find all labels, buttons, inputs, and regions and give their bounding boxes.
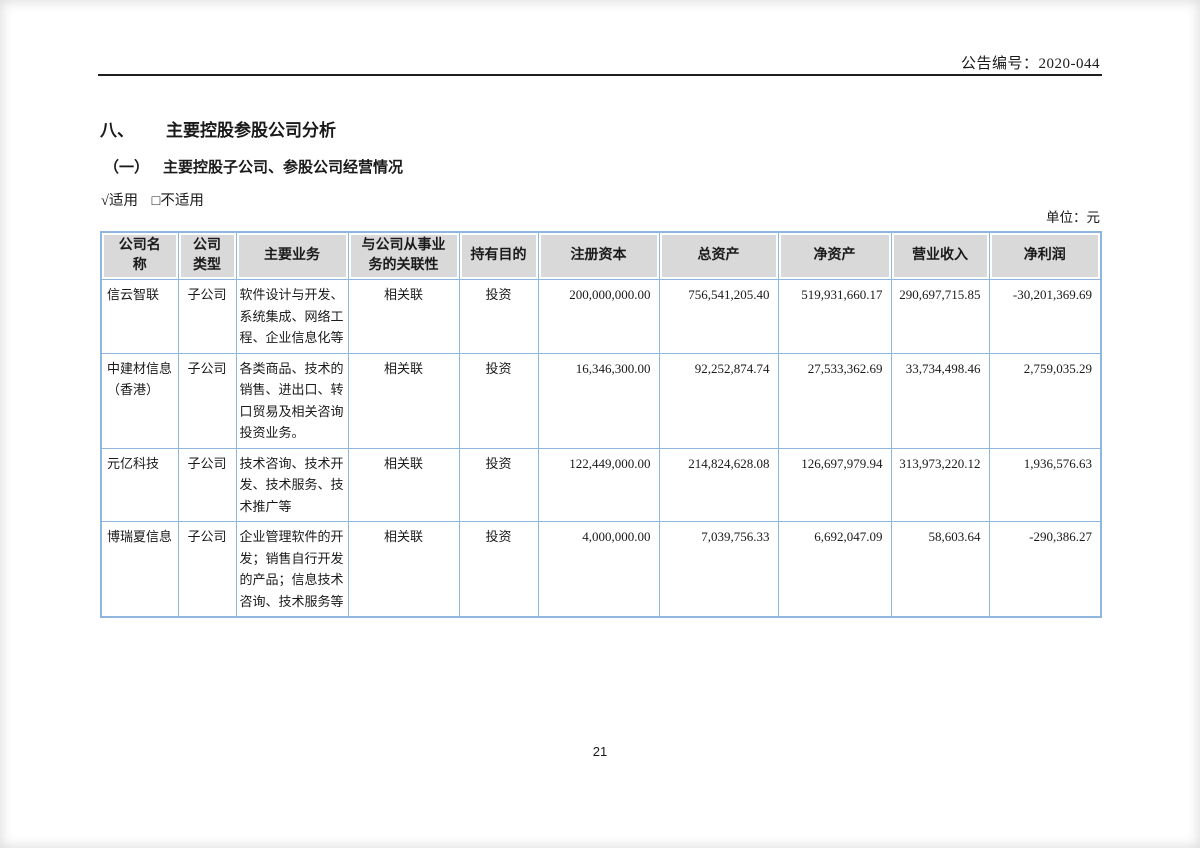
cell-main-business: 各类商品、技术的销售、进出口、转口贸易及相关咨询投资业务。 bbox=[235, 352, 349, 449]
cell-relation: 相关联 bbox=[347, 279, 460, 354]
cell-main-business: 软件设计与开发、系统集成、网络工程、企业信息化等 bbox=[235, 279, 349, 354]
cell-main-business: 企业管理软件的开发；销售自行开发的产品；信息技术咨询、技术服务等 bbox=[235, 521, 349, 618]
col-header-holding-purpose: 持有目的 bbox=[458, 231, 539, 280]
cell-holding-purpose: 投资 bbox=[458, 447, 539, 522]
cell-relation: 相关联 bbox=[347, 521, 460, 618]
not-applicable-option: □不适用 bbox=[151, 193, 204, 209]
announcement-number: 公告编号：2020-044 bbox=[961, 56, 1100, 72]
section-title: 主要控股参股公司分析 bbox=[166, 121, 336, 140]
cell-net-assets: 126,697,979.94 bbox=[777, 447, 892, 522]
cell-net-profit: -290,386.27 bbox=[988, 521, 1102, 618]
cell-total-assets: 214,824,628.08 bbox=[658, 447, 779, 522]
cell-net-assets: 519,931,660.17 bbox=[777, 279, 892, 354]
col-header-relation: 与公司从事业务的关联性 bbox=[347, 231, 460, 280]
col-header-company-type: 公司类型 bbox=[177, 231, 237, 280]
section-number: 八、 bbox=[100, 121, 134, 140]
header-rule bbox=[98, 74, 1102, 76]
table-row: 博瑞夏信息 子公司 企业管理软件的开发；销售自行开发的产品；信息技术咨询、技术服… bbox=[100, 521, 1102, 618]
table-row: 信云智联 子公司 软件设计与开发、系统集成、网络工程、企业信息化等 相关联 投资… bbox=[100, 279, 1102, 354]
cell-revenue: 58,603.64 bbox=[890, 521, 990, 618]
cell-company-type: 子公司 bbox=[177, 447, 237, 522]
cell-main-business: 技术咨询、技术开发、技术服务、技术推广等 bbox=[235, 447, 349, 522]
cell-company-type: 子公司 bbox=[177, 521, 237, 618]
cell-net-profit: 1,936,576.63 bbox=[988, 447, 1102, 522]
cell-net-assets: 6,692,047.09 bbox=[777, 521, 892, 618]
cell-company-type: 子公司 bbox=[177, 279, 237, 354]
unit-label: 单位：元 bbox=[1046, 210, 1100, 225]
col-header-company-name: 公司名称 bbox=[100, 231, 179, 280]
col-header-total-assets: 总资产 bbox=[658, 231, 779, 280]
subsection-heading: （一） 主要控股子公司、参股公司经营情况 bbox=[104, 156, 403, 177]
cell-company-name: 元亿科技 bbox=[100, 447, 179, 522]
cell-registered-capital: 16,346,300.00 bbox=[537, 352, 660, 449]
cell-registered-capital: 4,000,000.00 bbox=[537, 521, 660, 618]
cell-total-assets: 92,252,874.74 bbox=[658, 352, 779, 449]
cell-company-type: 子公司 bbox=[177, 352, 237, 449]
cell-net-profit: 2,759,035.29 bbox=[988, 352, 1102, 449]
col-header-main-business: 主要业务 bbox=[235, 231, 349, 280]
cell-holding-purpose: 投资 bbox=[458, 521, 539, 618]
table-header-row: 公司名称 公司类型 主要业务 与公司从事业务的关联性 持有目的 注册资本 总资产… bbox=[100, 231, 1102, 280]
cell-revenue: 290,697,715.85 bbox=[890, 279, 990, 354]
section-heading: 八、 主要控股参股公司分析 bbox=[100, 116, 336, 141]
table-row: 中建材信息（香港） 子公司 各类商品、技术的销售、进出口、转口贸易及相关咨询投资… bbox=[100, 352, 1102, 449]
applicable-checked-option: √适用 bbox=[101, 193, 138, 209]
col-header-net-profit: 净利润 bbox=[988, 231, 1102, 280]
subsection-number: （一） bbox=[104, 159, 150, 176]
cell-registered-capital: 200,000,000.00 bbox=[537, 279, 660, 354]
cell-total-assets: 7,039,756.33 bbox=[658, 521, 779, 618]
cell-company-name: 博瑞夏信息 bbox=[100, 521, 179, 618]
applicability-row: √适用 □不适用 bbox=[101, 189, 204, 210]
page-number: 21 bbox=[592, 744, 608, 759]
cell-net-assets: 27,533,362.69 bbox=[777, 352, 892, 449]
col-header-revenue: 营业收入 bbox=[890, 231, 990, 280]
cell-company-name: 信云智联 bbox=[100, 279, 179, 354]
cell-net-profit: -30,201,369.69 bbox=[988, 279, 1102, 354]
cell-total-assets: 756,541,205.40 bbox=[658, 279, 779, 354]
col-header-registered-capital: 注册资本 bbox=[537, 231, 660, 280]
cell-holding-purpose: 投资 bbox=[458, 279, 539, 354]
cell-holding-purpose: 投资 bbox=[458, 352, 539, 449]
cell-revenue: 313,973,220.12 bbox=[890, 447, 990, 522]
subsidiaries-table: 公司名称 公司类型 主要业务 与公司从事业务的关联性 持有目的 注册资本 总资产… bbox=[100, 231, 1102, 618]
cell-registered-capital: 122,449,000.00 bbox=[537, 447, 660, 522]
cell-company-name: 中建材信息（香港） bbox=[100, 352, 179, 449]
table-row: 元亿科技 子公司 技术咨询、技术开发、技术服务、技术推广等 相关联 投资 122… bbox=[100, 447, 1102, 522]
cell-relation: 相关联 bbox=[347, 447, 460, 522]
cell-relation: 相关联 bbox=[347, 352, 460, 449]
subsection-title: 主要控股子公司、参股公司经营情况 bbox=[163, 159, 404, 176]
col-header-net-assets: 净资产 bbox=[777, 231, 892, 280]
cell-revenue: 33,734,498.46 bbox=[890, 352, 990, 449]
